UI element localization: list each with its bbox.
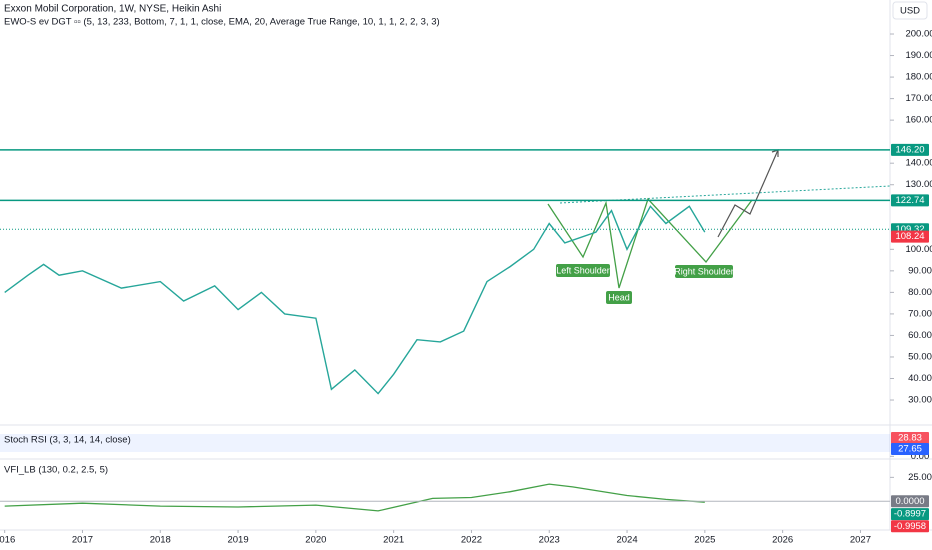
- y-tick-label: 90.00: [908, 265, 932, 276]
- currency-button[interactable]: [892, 1, 928, 20]
- x-tick-label: 2021: [383, 535, 404, 546]
- y-tick-label: 0.00: [911, 451, 930, 462]
- chart-title: Exxon Mobil Corporation, 1W, NYSE, Heiki…: [4, 4, 221, 15]
- trendline: [559, 185, 891, 204]
- x-tick-label: 2016: [0, 535, 15, 546]
- vfi-tag-bg: [891, 520, 929, 533]
- level-tag: 146.20: [895, 144, 924, 155]
- level-tag-bg: [891, 143, 929, 156]
- stoch-tag: 27.65: [898, 444, 922, 455]
- y-tick-label: 25.00: [908, 472, 932, 483]
- y-tick-label: 70.00: [908, 308, 932, 319]
- x-tick-label: 2022: [461, 535, 482, 546]
- x-tick-label: 2027: [850, 535, 871, 546]
- vfi-tag-bg: [891, 495, 929, 508]
- y-tick-label: 140.00: [905, 158, 932, 169]
- pane-title: Stoch RSI (3, 3, 14, 14, close): [4, 435, 131, 446]
- y-tick-label: 40.00: [908, 373, 932, 384]
- stoch-tag-bg: [891, 432, 929, 444]
- indicator-title: EWO-S ev DGT ▫▫ (5, 13, 233, Bottom, 7, …: [4, 17, 440, 28]
- price-tag-bg: [891, 230, 929, 243]
- pattern-lines: [547, 197, 753, 289]
- price-line: [4, 205, 706, 395]
- x-tick-label: 2024: [616, 535, 637, 546]
- x-tick-label: 2023: [539, 535, 560, 546]
- annotation-box: [556, 264, 610, 277]
- annotation: Left Shoulder: [556, 265, 610, 275]
- vfi-line: [4, 483, 705, 512]
- x-tick-label: 2019: [227, 535, 248, 546]
- x-tick-label: 2025: [694, 535, 715, 546]
- y-tick-label: 30.00: [908, 395, 932, 406]
- vfi-tag-bg: [891, 508, 929, 521]
- annotation: Right Shoulder: [674, 266, 734, 276]
- y-tick-label: 160.00: [905, 115, 932, 126]
- y-tick-label: 60.00: [908, 330, 932, 341]
- pane-title: VFI_LB (130, 0.2, 2.5, 5): [4, 465, 108, 476]
- level-tag: 122.74: [895, 195, 924, 206]
- stoch-tag: 28.83: [898, 433, 922, 444]
- y-tick-label: 180.00: [905, 72, 932, 83]
- annotation: Head: [608, 292, 630, 302]
- projection-arrow: [717, 149, 779, 238]
- y-tick-label: 80.00: [908, 287, 932, 298]
- price-tag: 109.32: [895, 224, 924, 235]
- y-tick-label: 170.00: [905, 93, 932, 104]
- y-tick-label: 190.00: [905, 50, 932, 61]
- annotation-box: [606, 291, 632, 304]
- y-tick-label: 130.00: [905, 179, 932, 190]
- currency[interactable]: USD: [900, 6, 920, 17]
- vfi-tag: -0.9958: [894, 521, 926, 532]
- x-tick-label: 2026: [772, 535, 793, 546]
- y-tick-label: 200.00: [905, 29, 932, 40]
- x-tick-label: 2020: [305, 535, 326, 546]
- stoch-band: [0, 434, 890, 452]
- price-tag: 108.24: [895, 231, 924, 242]
- annotation-box: [675, 265, 733, 278]
- x-tick-label: 2017: [72, 535, 93, 546]
- level-tag-bg: [891, 194, 929, 207]
- x-tick-label: 2018: [150, 535, 171, 546]
- y-tick-label: 50.00: [908, 351, 932, 362]
- vfi-tag: 0.0000: [895, 496, 924, 507]
- vfi-tag: -0.8997: [894, 509, 926, 520]
- stoch-tag-bg: [891, 443, 929, 455]
- y-tick-label: 100.00: [905, 244, 932, 255]
